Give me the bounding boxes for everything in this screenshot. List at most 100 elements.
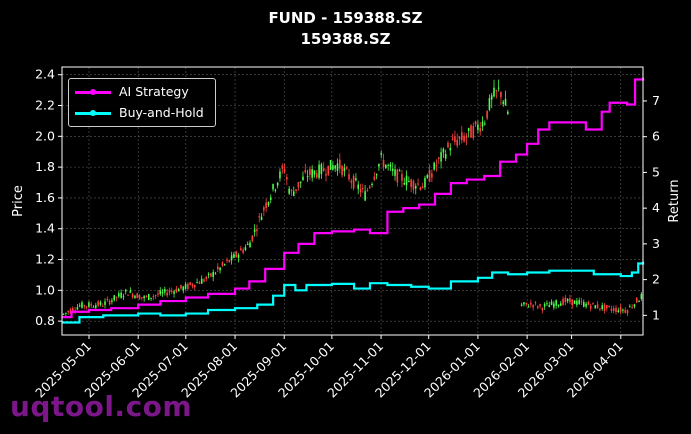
candle-body xyxy=(502,101,505,104)
candle-body xyxy=(124,289,127,292)
candle-body xyxy=(161,291,164,294)
candle-body xyxy=(315,173,318,178)
candle-body xyxy=(120,292,122,298)
candle-body xyxy=(398,170,401,172)
candle-body xyxy=(141,297,143,299)
candle-body xyxy=(424,178,426,188)
candle-body xyxy=(371,184,373,186)
candle-body xyxy=(182,286,185,291)
candle-body xyxy=(329,160,332,170)
candle-body xyxy=(136,293,139,299)
candle-body xyxy=(640,293,643,299)
candle-body xyxy=(256,229,258,232)
candle-body xyxy=(578,300,580,304)
candle-body xyxy=(92,306,95,308)
candle-body xyxy=(129,290,132,293)
candle-body xyxy=(253,229,256,232)
y-tick-label: 2.0 xyxy=(35,128,55,143)
candle-body xyxy=(150,297,152,299)
candle-body xyxy=(603,304,606,311)
candle-body xyxy=(336,163,339,171)
candle-body xyxy=(599,308,601,310)
candle-body xyxy=(97,301,99,306)
y-tick-label: 1.8 xyxy=(35,159,55,174)
candle-body xyxy=(479,128,482,132)
candle-body xyxy=(159,290,162,295)
candle-body xyxy=(431,173,433,178)
candle-body xyxy=(265,202,267,208)
candle-body xyxy=(456,139,458,146)
y-tick-label: 1.6 xyxy=(35,190,55,205)
candle-body xyxy=(357,184,360,190)
y2-tick-label: 6 xyxy=(652,129,660,144)
candle-body xyxy=(313,170,316,175)
candle-body xyxy=(302,176,304,181)
candle-body xyxy=(394,169,396,176)
candle-body xyxy=(95,305,97,308)
candle-body xyxy=(576,300,578,305)
candle-body xyxy=(228,260,231,263)
candle-body xyxy=(548,305,551,308)
candle-body xyxy=(484,123,486,125)
y2-tick-label: 2 xyxy=(652,272,660,287)
candle-body xyxy=(62,313,65,315)
candle-body xyxy=(534,302,537,304)
candle-body xyxy=(180,284,182,289)
candle-body xyxy=(207,273,210,275)
candle-body xyxy=(203,279,205,282)
candle-body xyxy=(283,168,286,172)
candle-body xyxy=(274,189,277,191)
candle-body xyxy=(292,191,295,196)
candle-body xyxy=(143,296,145,299)
y-tick-label: 2.4 xyxy=(35,67,55,82)
candle-body xyxy=(226,259,228,261)
candle-body xyxy=(631,307,633,309)
y2-tick-label: 7 xyxy=(652,93,660,108)
candle-body xyxy=(585,303,587,307)
candle-body xyxy=(260,216,263,221)
candle-body xyxy=(550,301,553,305)
candle-body xyxy=(288,188,290,194)
candle-body xyxy=(380,153,383,155)
candle-body xyxy=(449,147,452,151)
candle-body xyxy=(426,175,429,178)
candle-body xyxy=(440,152,442,162)
chart-subtitle: 159388.SZ xyxy=(300,30,391,48)
candle-body xyxy=(559,303,562,306)
candle-body xyxy=(249,242,251,248)
candle-body xyxy=(520,304,523,306)
candle-body xyxy=(525,302,528,305)
candle-body xyxy=(221,262,224,266)
candle-body xyxy=(223,264,226,266)
candle-body xyxy=(470,125,472,138)
candle-body xyxy=(138,295,141,300)
candle-body xyxy=(624,310,627,313)
candle-body xyxy=(332,165,334,170)
candle-body xyxy=(573,300,576,305)
candle-body xyxy=(564,297,567,303)
legend: AI Strategy Buy-and-Hold xyxy=(68,78,216,127)
candle-body xyxy=(467,127,470,132)
candle-body xyxy=(164,289,166,293)
candle-body xyxy=(504,98,507,106)
candle-body xyxy=(85,306,88,308)
candle-body xyxy=(269,197,272,200)
candle-body xyxy=(587,301,590,305)
candle-body xyxy=(490,95,493,100)
candle-body xyxy=(465,136,468,138)
candle-body xyxy=(170,290,173,292)
candle-body xyxy=(410,179,412,187)
candle-body xyxy=(592,302,594,304)
candle-body xyxy=(122,296,125,298)
candle-body xyxy=(391,168,394,171)
candle-body xyxy=(118,293,120,297)
candle-body xyxy=(325,173,327,176)
candle-body xyxy=(582,302,585,307)
candle-body xyxy=(566,298,569,302)
candle-body xyxy=(320,164,323,175)
candle-body xyxy=(536,306,539,308)
candle-body xyxy=(569,298,571,303)
candle-body xyxy=(601,305,604,309)
candle-body xyxy=(555,300,557,306)
candle-body xyxy=(267,202,270,206)
